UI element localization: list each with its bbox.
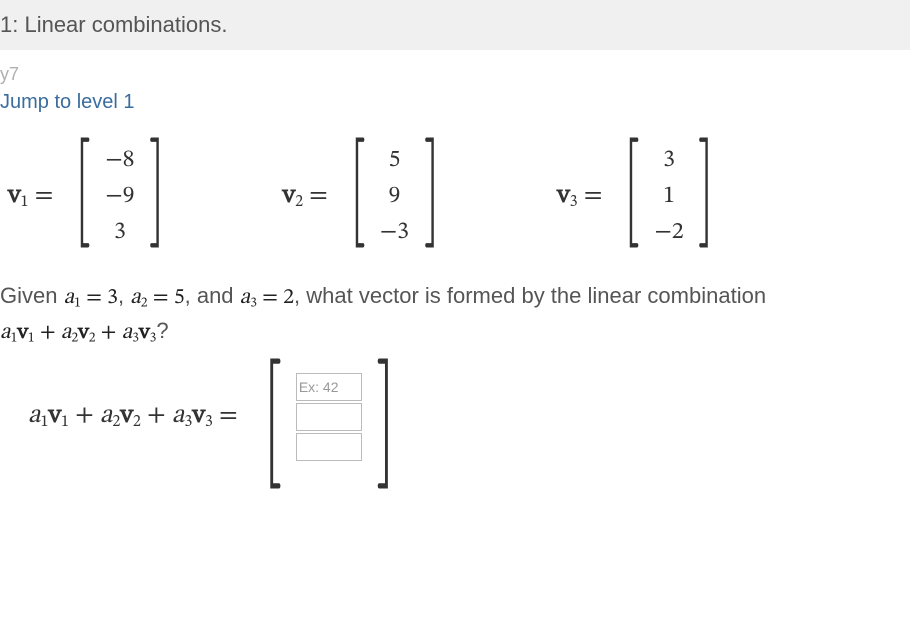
vector-v1-entry-1: −9 <box>98 178 142 214</box>
left-bracket: [ <box>262 362 282 472</box>
vector-v2-entry-2: −3 <box>373 214 417 250</box>
vector-v2-bracket: [ 5 9 −3 ] <box>342 142 447 250</box>
answer-input-1[interactable] <box>296 403 362 431</box>
left-bracket: [ <box>623 142 640 250</box>
vector-v2-entry-1: 9 <box>373 178 417 214</box>
vector-v3-label: v3 = <box>557 180 602 213</box>
right-bracket: ] <box>376 362 396 472</box>
question-text: Given a1 = 3, a2 = 5, and a3 = 2, what v… <box>0 280 910 350</box>
vector-v1-entries: −8 −9 3 <box>98 142 142 250</box>
right-bracket: ] <box>423 142 440 250</box>
vector-v1: v1 = [ −8 −9 3 ] <box>8 142 173 250</box>
vector-v2-entry-0: 5 <box>373 142 417 178</box>
vector-v1-entry-0: −8 <box>98 142 142 178</box>
activity-title: 1: Linear combinations. <box>0 12 910 38</box>
vector-v2-entries: 5 9 −3 <box>373 142 417 250</box>
vector-v3-entry-2: −2 <box>647 214 691 250</box>
vectors-row: v1 = [ −8 −9 3 ] v2 = [ 5 9 −3 ] v3 = [ <box>8 142 910 250</box>
vector-v1-bracket: [ −8 −9 3 ] <box>67 142 172 250</box>
answer-row: a1v1 + a2v2 + a3v3 = [ ] <box>28 362 910 472</box>
vector-v2-label: v2 = <box>283 180 328 213</box>
right-bracket: ] <box>698 142 715 250</box>
left-bracket: [ <box>74 142 91 250</box>
answer-input-2[interactable] <box>296 433 362 461</box>
vector-v3-entry-1: 1 <box>647 178 691 214</box>
answer-inputs <box>290 362 368 472</box>
vector-v3-entry-0: 3 <box>647 142 691 178</box>
answer-input-0[interactable] <box>296 373 362 401</box>
meta-label: y7 <box>0 64 910 85</box>
answer-vector: [ ] <box>254 362 404 472</box>
jump-to-level-link[interactable]: Jump to level 1 <box>0 91 910 114</box>
question-expression: a1v1 + a2v2 + a3v3 <box>0 322 156 344</box>
vector-v3: v3 = [ 3 1 −2 ] <box>557 142 722 250</box>
activity-header: 1: Linear combinations. <box>0 0 910 50</box>
vector-v1-entry-2: 3 <box>98 214 142 250</box>
answer-lhs: a1v1 + a2v2 + a3v3 = <box>28 400 238 433</box>
right-bracket: ] <box>149 142 166 250</box>
vector-v3-entries: 3 1 −2 <box>647 142 691 250</box>
vector-v2: v2 = [ 5 9 −3 ] <box>283 142 448 250</box>
vector-v3-bracket: [ 3 1 −2 ] <box>616 142 721 250</box>
left-bracket: [ <box>349 142 366 250</box>
vector-v1-label: v1 = <box>8 180 53 213</box>
